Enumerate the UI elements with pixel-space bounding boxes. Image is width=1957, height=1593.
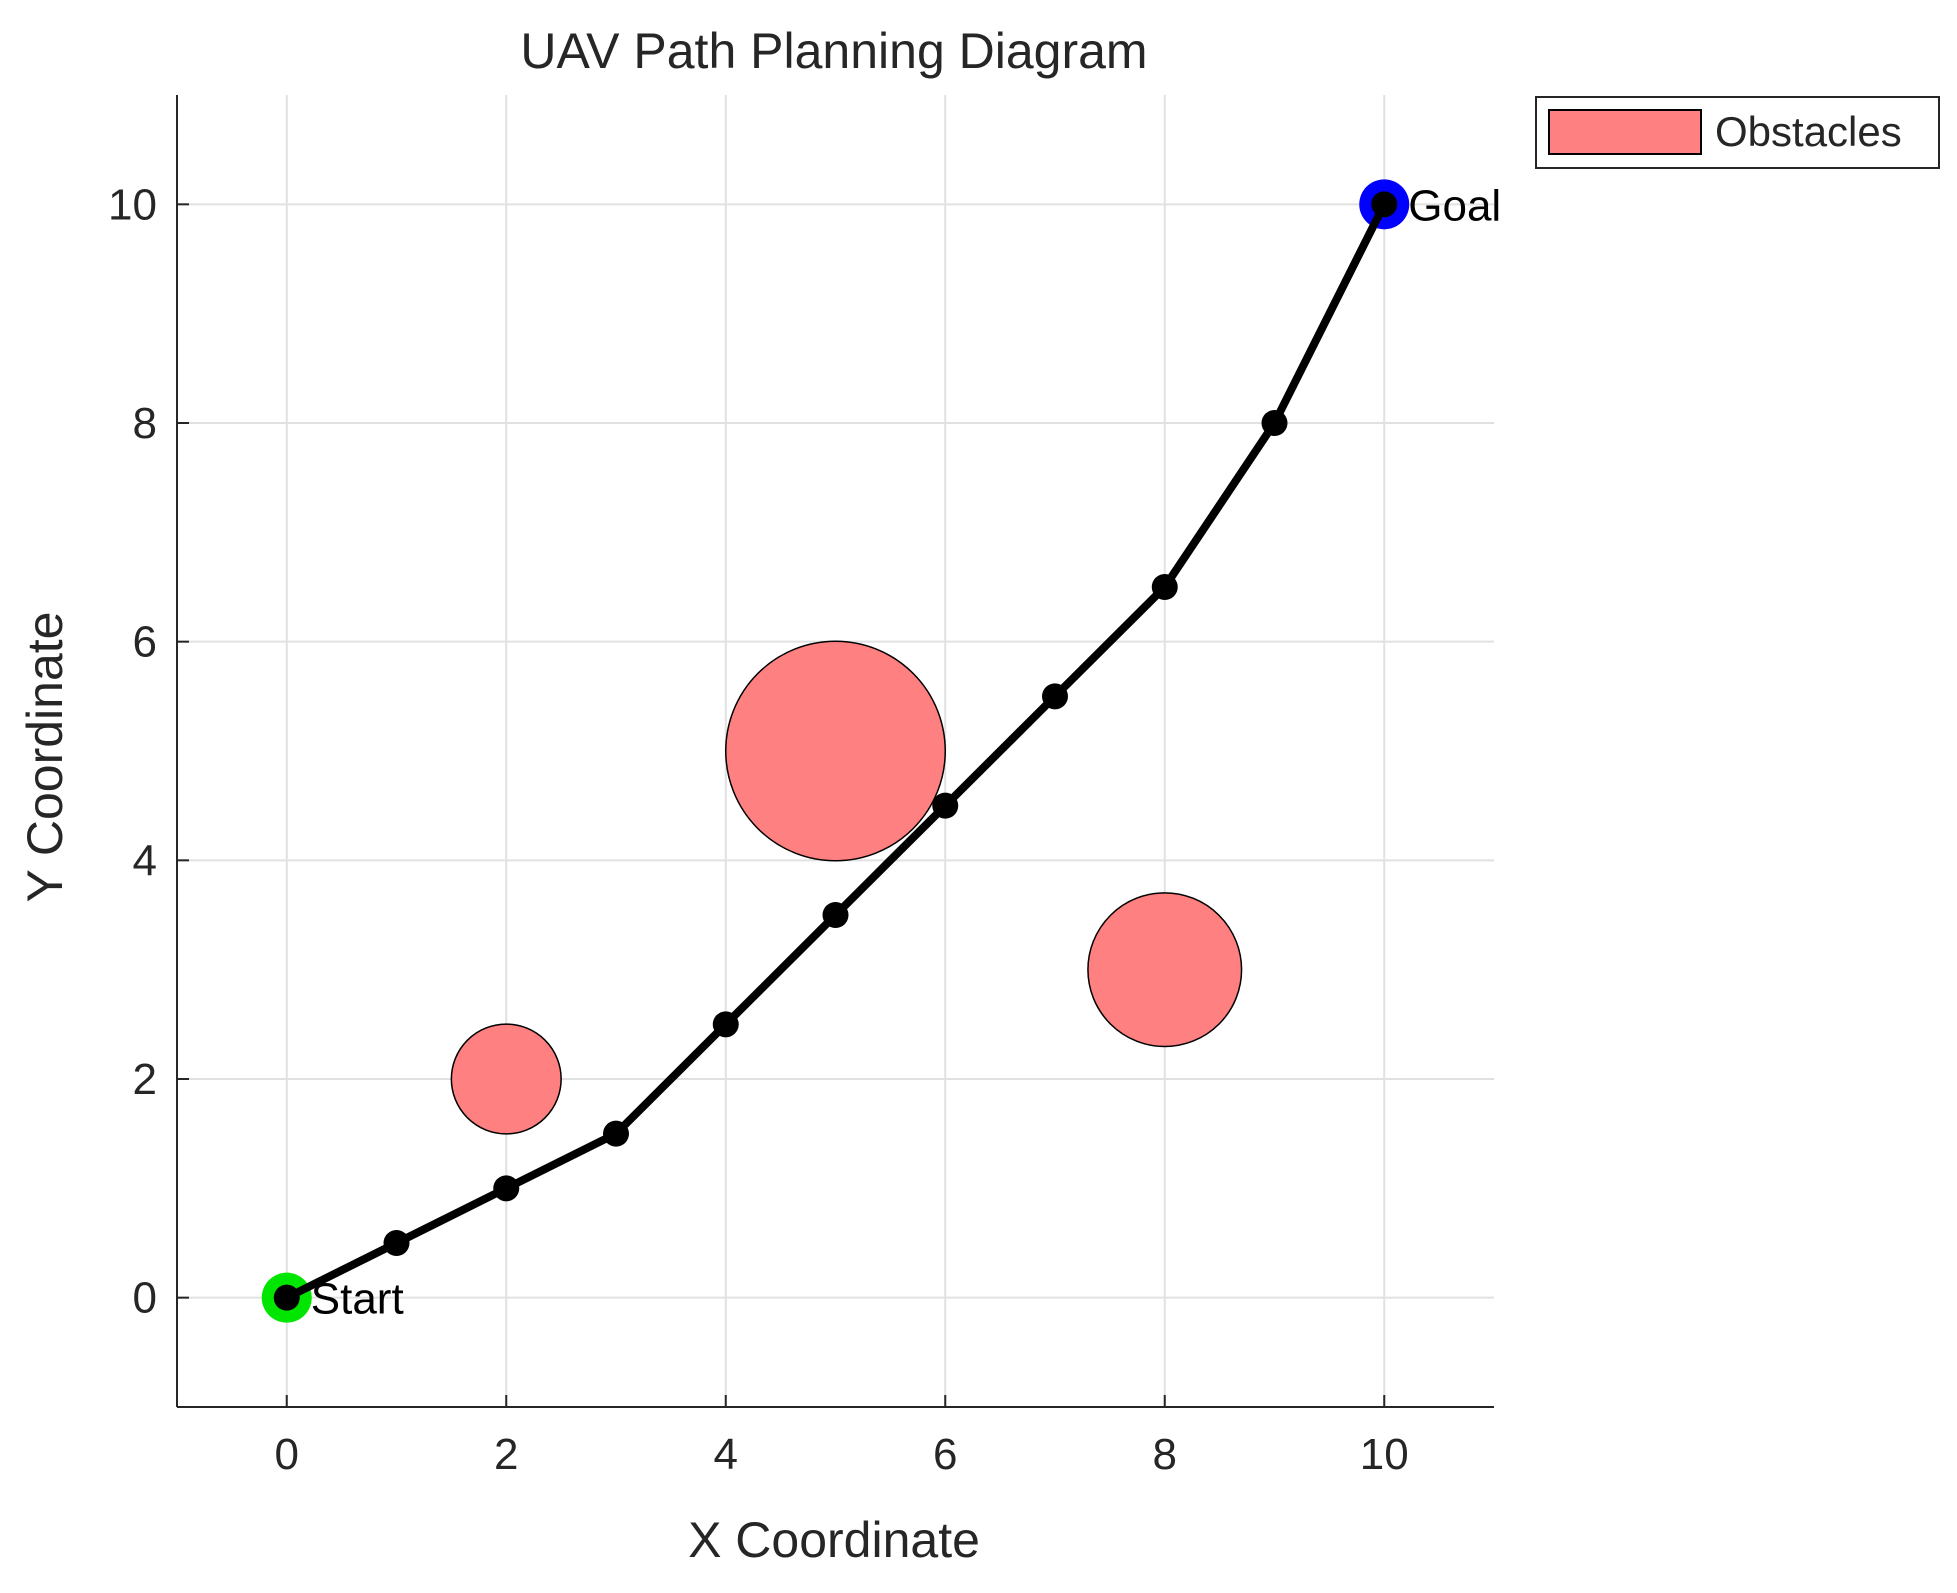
path-point [822, 902, 849, 928]
path-point [383, 1230, 410, 1256]
x-tick-label: 8 [1153, 1430, 1177, 1479]
y-tick-label: 2 [133, 1055, 157, 1104]
obstacle-circle [725, 640, 946, 862]
path-point [603, 1120, 629, 1147]
y-tick-label: 4 [133, 836, 157, 885]
path-point [1151, 574, 1178, 600]
x-tick-label: 0 [275, 1430, 299, 1479]
chart-title: UAV Path Planning Diagram [520, 23, 1147, 79]
x-tick-label: 2 [494, 1430, 518, 1479]
obstacle-circle [450, 1023, 562, 1135]
x-tick-label: 10 [1360, 1430, 1409, 1479]
path-point [712, 1011, 739, 1038]
y-tick-label: 8 [133, 399, 157, 448]
y-tick-label: 0 [133, 1274, 157, 1323]
y-axis-label: Y Coordinate [17, 612, 73, 903]
path-point [493, 1175, 520, 1202]
start-label: Start [311, 1275, 404, 1324]
axes [176, 95, 1494, 1408]
legend: Obstacles [1535, 96, 1940, 169]
path-point [932, 792, 959, 819]
goal-label: Goal [1408, 181, 1501, 230]
path-point [1042, 683, 1068, 710]
obstacle-circle [1087, 892, 1243, 1048]
path-point [1371, 191, 1398, 218]
path-point [1261, 410, 1288, 436]
x-tick-label: 4 [714, 1430, 738, 1479]
obstacles [450, 640, 1243, 1135]
y-tick-label: 10 [108, 180, 157, 229]
tick-labels: 0 2 4 6 8 10 0 2 4 6 8 10 Start Goal [108, 180, 1501, 1479]
uav-path [261, 179, 1410, 1323]
path-point [273, 1284, 300, 1311]
legend-swatch-obstacles [1548, 109, 1702, 155]
x-tick-label: 6 [933, 1430, 957, 1479]
legend-label-obstacles: Obstacles [1715, 108, 1902, 155]
x-axis-label: X Coordinate [688, 1512, 980, 1568]
y-tick-label: 6 [133, 618, 157, 667]
